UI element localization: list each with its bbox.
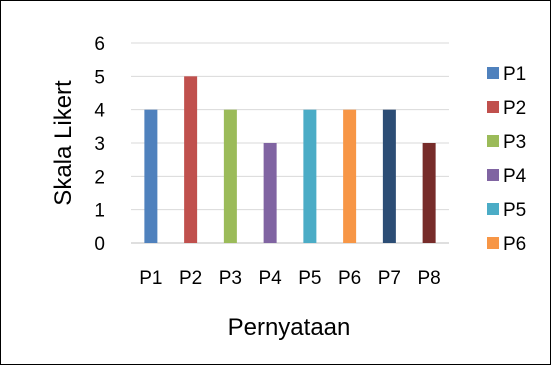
legend-label: P1 <box>503 64 526 85</box>
y-tick-label: 1 <box>94 201 105 222</box>
x-tick-label: P3 <box>219 268 242 289</box>
legend-label: P4 <box>503 166 527 187</box>
x-tick-label: P2 <box>179 268 202 289</box>
bar-p3[interactable] <box>223 109 237 244</box>
y-tick-label: 5 <box>94 67 105 88</box>
legend-swatch <box>487 169 499 181</box>
legend-label: P6 <box>503 234 526 255</box>
y-tick-label: 6 <box>94 34 105 55</box>
bar-p5[interactable] <box>303 109 317 244</box>
legend-swatch <box>487 237 499 249</box>
y-tick-label: 4 <box>94 101 105 122</box>
legend-swatch <box>487 203 499 215</box>
x-tick-label: P7 <box>378 268 401 289</box>
bar-p7[interactable] <box>382 109 396 244</box>
bar-p2[interactable] <box>184 76 198 243</box>
x-axis-title: Pernyataan <box>228 314 351 341</box>
bar-p1[interactable] <box>144 109 158 244</box>
y-tick-label: 0 <box>94 234 105 255</box>
y-axis-title: Skala Likert <box>50 80 77 206</box>
y-tick-label: 2 <box>94 167 105 188</box>
legend-label: P3 <box>503 132 526 153</box>
legend: P1 P2 P3 P4 P5 P6 <box>487 64 527 255</box>
x-tick-label: P8 <box>418 268 441 289</box>
legend-label: P5 <box>503 200 526 221</box>
bar-p6[interactable] <box>343 109 357 244</box>
legend-swatch <box>487 67 499 79</box>
y-tick-label: 3 <box>94 134 105 155</box>
legend-label: P2 <box>503 98 526 119</box>
x-tick-label: P6 <box>338 268 361 289</box>
bar-p8[interactable] <box>422 143 436 243</box>
bar-p4[interactable] <box>263 143 277 243</box>
legend-swatch <box>487 101 499 113</box>
x-tick-label: P4 <box>259 268 283 289</box>
x-tick-label: P5 <box>298 268 321 289</box>
legend-swatch <box>487 135 499 147</box>
x-tick-label: P1 <box>139 268 162 289</box>
